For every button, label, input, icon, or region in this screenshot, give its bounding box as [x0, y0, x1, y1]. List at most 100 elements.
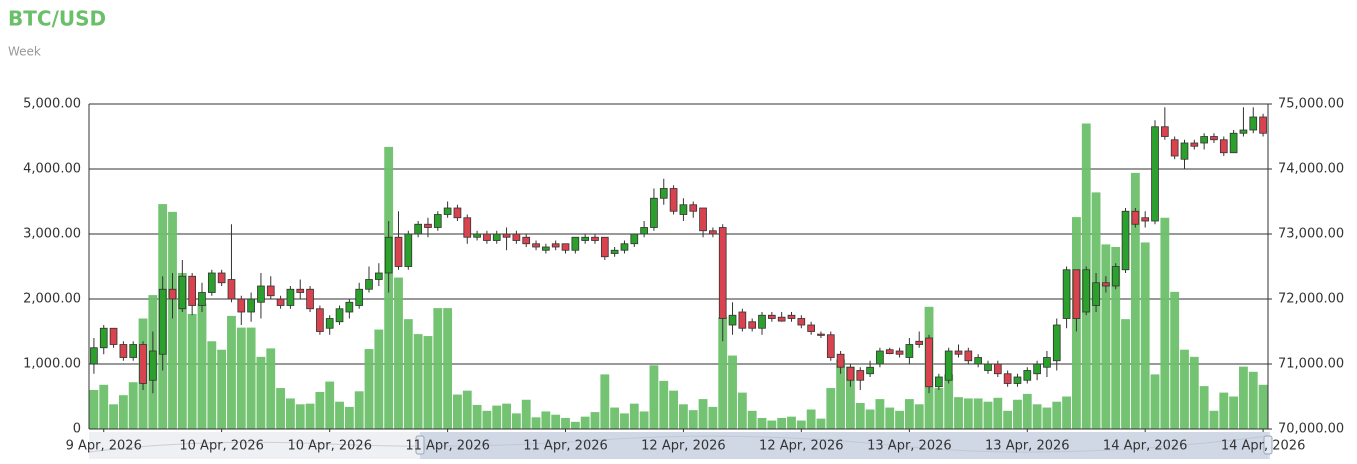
candle-body	[1229, 132, 1238, 154]
volume-bar	[227, 315, 236, 429]
candle-body	[630, 233, 639, 245]
candle-body	[276, 298, 285, 306]
candle-body	[306, 288, 314, 310]
candle-body	[777, 316, 786, 322]
volume-bar	[541, 411, 551, 429]
candle-body	[335, 308, 344, 323]
candle-body	[296, 288, 305, 293]
candle-body	[443, 207, 452, 215]
candle-body	[718, 227, 727, 319]
candle-body	[1219, 139, 1228, 154]
volume-bar	[1180, 349, 1189, 429]
candle-body	[542, 246, 550, 251]
candle-body	[600, 236, 609, 258]
volume-bar	[217, 349, 227, 429]
candle-body	[1082, 269, 1091, 313]
candle-body	[876, 350, 884, 365]
volume-bar	[767, 420, 777, 429]
x-tick-label: 14 Apr, 2026	[1221, 439, 1306, 454]
candle-body	[217, 272, 226, 284]
candle-body	[935, 376, 943, 388]
volume-bar	[777, 417, 787, 429]
volume-bar	[502, 403, 511, 429]
candle-body	[345, 301, 354, 313]
candle-body	[689, 204, 698, 212]
volume-bar	[285, 398, 295, 429]
y-tick-label: 0	[73, 422, 81, 437]
volume-bar	[246, 327, 256, 429]
volume-bar	[610, 407, 620, 429]
candle-body	[502, 233, 511, 238]
navigator-window[interactable]	[420, 432, 1270, 459]
volume-bar	[728, 355, 737, 429]
y2-tick-label: 72,000.00	[1278, 292, 1344, 307]
volume-bar	[335, 401, 344, 429]
candle-body	[1102, 282, 1110, 287]
volume-bar	[1111, 247, 1121, 429]
volume-bar	[295, 404, 305, 429]
volume-bar	[453, 394, 462, 429]
candle-body	[355, 288, 364, 306]
candle-body	[1003, 373, 1012, 384]
candle-body	[1180, 142, 1189, 160]
candle-body	[856, 370, 865, 381]
candle-body	[581, 236, 590, 241]
volume-bar	[747, 410, 757, 429]
y-tick-label: 2,000.00	[23, 292, 81, 307]
candle-body	[728, 314, 737, 326]
volume-bar	[197, 303, 207, 429]
volume-bar	[944, 374, 954, 429]
volume-bar	[482, 410, 492, 429]
volume-bar	[1062, 396, 1072, 429]
volume-bar	[983, 401, 993, 429]
candle-body	[993, 363, 1002, 375]
x-tick-label: 10 Apr, 2026	[179, 439, 264, 454]
navigator-handle[interactable]	[1263, 435, 1273, 455]
x-tick-label: 13 Apr, 2026	[867, 439, 952, 454]
y-tick-label: 5,000.00	[23, 97, 81, 112]
candle-body	[227, 279, 236, 300]
volume-bar	[394, 277, 403, 429]
x-tick-label: 12 Apr, 2026	[759, 439, 844, 454]
volume-bar	[492, 405, 502, 429]
candle-body	[207, 272, 216, 293]
volume-bar	[1219, 392, 1229, 429]
volume-bar	[99, 384, 109, 429]
candle-body	[119, 344, 128, 358]
candle-body	[964, 350, 973, 362]
volume-bar	[885, 407, 895, 429]
candle-body	[905, 344, 914, 358]
candle-body	[925, 337, 933, 388]
x-tick-label: 12 Apr, 2026	[641, 439, 726, 454]
candle-body	[1013, 376, 1022, 384]
volume-bar	[1032, 404, 1042, 429]
candle-body	[1160, 126, 1169, 137]
volume-bar	[914, 404, 924, 429]
volume-bar	[1121, 319, 1130, 429]
candle-body	[286, 288, 295, 306]
candle-body	[954, 350, 963, 355]
candle-body	[826, 334, 835, 358]
candle-body	[473, 233, 481, 238]
volume-bar	[1189, 356, 1199, 429]
volume-bar	[423, 336, 433, 429]
volume-bar	[1013, 399, 1022, 429]
candle-body	[316, 308, 324, 332]
candle-body	[866, 366, 874, 375]
candle-body	[699, 207, 707, 232]
candle-body	[1141, 217, 1150, 222]
volume-bar	[236, 327, 246, 429]
candle-body	[158, 288, 167, 355]
navigator-handle[interactable]	[415, 435, 425, 455]
candle-body	[807, 324, 815, 332]
candle-body	[551, 243, 560, 248]
candle-body	[139, 344, 147, 384]
volume-bar	[1042, 407, 1052, 429]
volume-bar	[796, 420, 806, 429]
navigator[interactable]	[88, 432, 1273, 459]
volume-bar	[846, 366, 855, 429]
volume-bar	[1160, 217, 1170, 429]
candle-body	[767, 314, 776, 319]
volume-bar	[1130, 172, 1140, 429]
